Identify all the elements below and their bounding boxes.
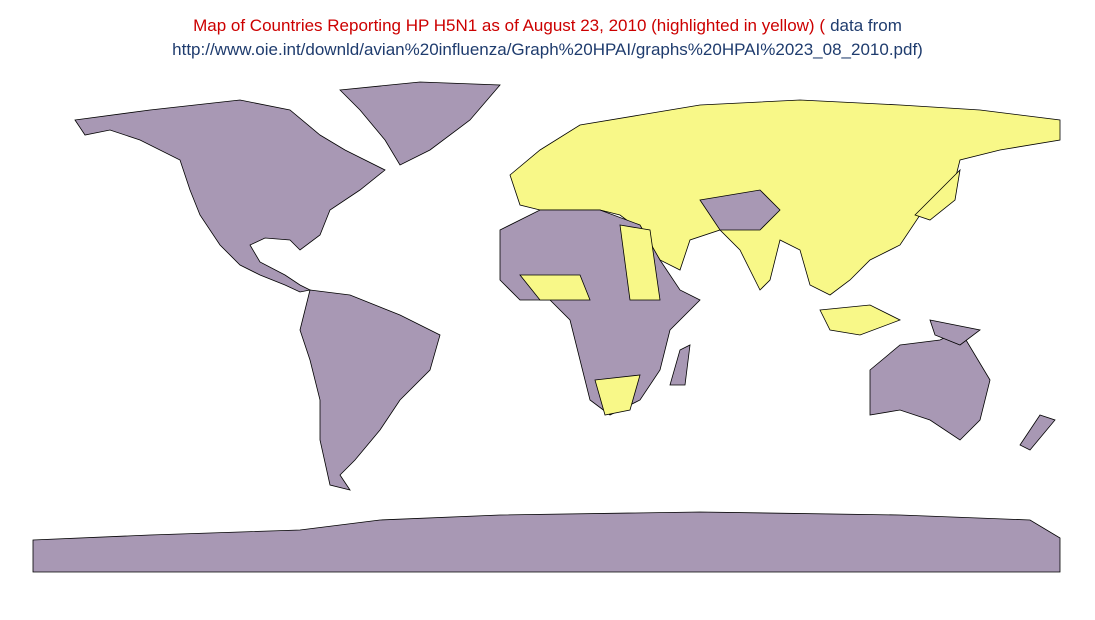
greenland — [339, 81, 501, 166]
north-america — [74, 99, 386, 293]
south-america — [299, 289, 441, 491]
map-title: Map of Countries Reporting HP H5N1 as of… — [0, 14, 1095, 62]
madagascar — [669, 344, 691, 386]
australia — [869, 329, 991, 441]
southeast-asia-islands — [819, 304, 901, 336]
new-zealand — [1019, 414, 1056, 451]
antarctica — [32, 511, 1061, 573]
title-source-prefix: data from — [830, 16, 902, 35]
title-source-url: http://www.oie.int/downld/avian%20influe… — [172, 40, 923, 59]
south-africa — [594, 374, 641, 416]
central-asia — [699, 189, 781, 231]
west-africa — [519, 274, 591, 301]
egypt-sudan — [619, 224, 661, 301]
landmasses — [32, 81, 1061, 573]
new-guinea — [929, 319, 981, 346]
japan — [914, 168, 961, 221]
title-main: Map of Countries Reporting HP H5N1 as of… — [193, 16, 825, 35]
